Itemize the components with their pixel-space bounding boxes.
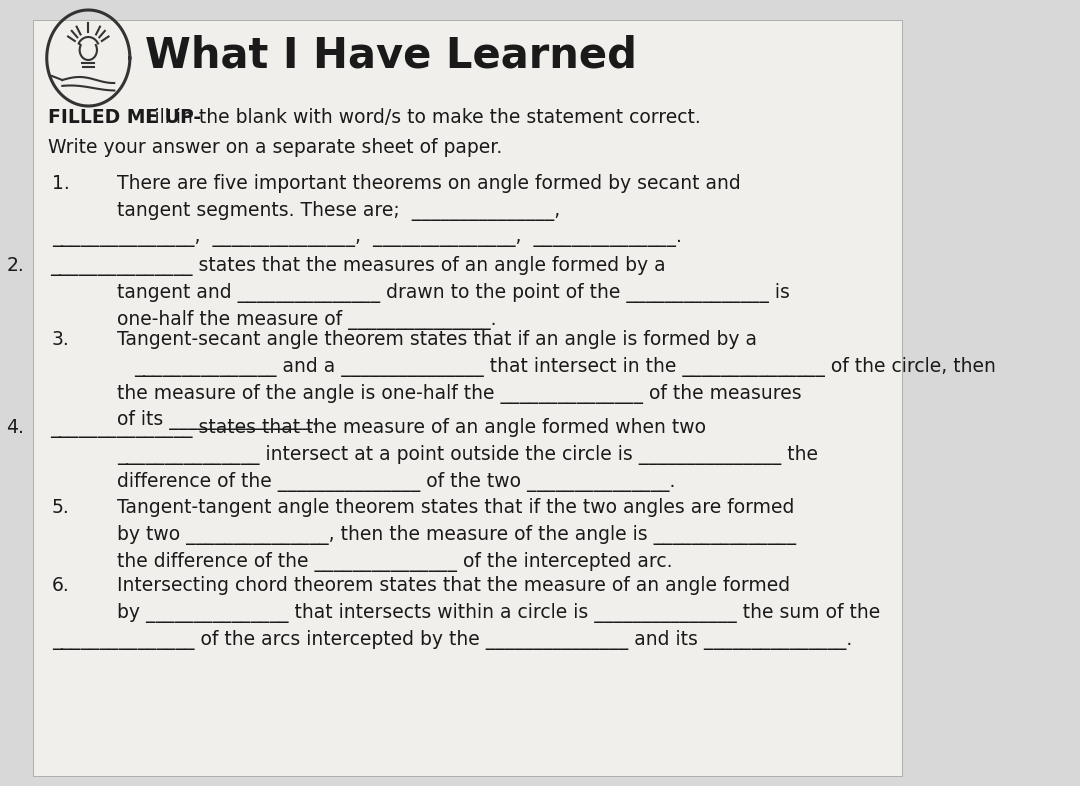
Text: What I Have Learned: What I Have Learned	[146, 35, 637, 77]
Text: 6.: 6.	[52, 576, 69, 595]
Text: the difference of the _______________ of the intercepted arc.: the difference of the _______________ of…	[117, 552, 673, 571]
Text: Fill in the blank with word/s to make the statement correct.: Fill in the blank with word/s to make th…	[138, 108, 700, 127]
Text: one-half the measure of _______________.: one-half the measure of _______________.	[117, 310, 497, 329]
Text: FILLED ME UP-: FILLED ME UP-	[48, 108, 201, 127]
Text: 4.: 4.	[6, 418, 24, 437]
Text: _______________ and a _______________ that intersect in the _______________ of t: _______________ and a _______________ th…	[134, 357, 996, 376]
Text: There are five important theorems on angle formed by secant and: There are five important theorems on ang…	[117, 174, 741, 193]
Text: 3.: 3.	[52, 330, 69, 349]
Text: 2.: 2.	[6, 256, 24, 275]
Text: Write your answer on a separate sheet of paper.: Write your answer on a separate sheet of…	[48, 138, 502, 157]
Text: of its _______________.: of its _______________.	[117, 410, 318, 431]
FancyBboxPatch shape	[32, 20, 902, 776]
Text: Tangent-secant angle theorem states that if an angle is formed by a: Tangent-secant angle theorem states that…	[117, 330, 757, 349]
Text: Intersecting chord theorem states that the measure of an angle formed: Intersecting chord theorem states that t…	[117, 576, 789, 595]
Text: 5.: 5.	[52, 498, 69, 517]
Text: the measure of the angle is one-half the _______________ of the measures: the measure of the angle is one-half the…	[117, 384, 801, 403]
Text: 1.: 1.	[52, 174, 69, 193]
Text: _______________ states that the measure of an angle formed when two: _______________ states that the measure …	[50, 418, 706, 438]
Text: tangent segments. These are;  _______________,: tangent segments. These are; ___________…	[117, 200, 561, 221]
Text: _______________ of the arcs intercepted by the _______________ and its _________: _______________ of the arcs intercepted …	[52, 630, 852, 649]
Text: by two _______________, then the measure of the angle is _______________: by two _______________, then the measure…	[117, 525, 796, 545]
Text: _______________,  _______________,  _______________,  _______________.: _______________, _______________, ______…	[52, 228, 681, 247]
Text: Tangent-tangent angle theorem states that if the two angles are formed: Tangent-tangent angle theorem states tha…	[117, 498, 794, 517]
Text: _______________ states that the measures of an angle formed by a: _______________ states that the measures…	[50, 256, 666, 276]
Text: difference of the _______________ of the two _______________.: difference of the _______________ of the…	[117, 472, 675, 491]
Text: tangent and _______________ drawn to the point of the _______________ is: tangent and _______________ drawn to the…	[117, 283, 789, 303]
Text: by _______________ that intersects within a circle is _______________ the sum of: by _______________ that intersects withi…	[117, 603, 880, 623]
Text: _______________ intersect at a point outside the circle is _______________ the: _______________ intersect at a point out…	[117, 445, 818, 465]
